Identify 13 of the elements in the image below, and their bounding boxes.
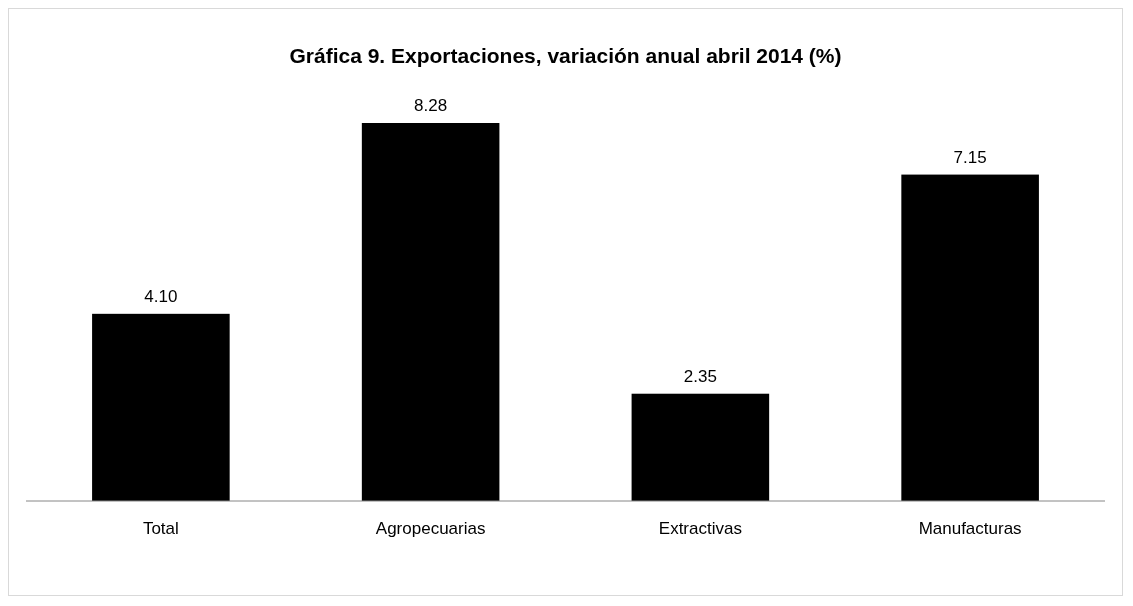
x-tick-label: Total: [142, 519, 179, 538]
chart-title: Gráfica 9. Exportaciones, variación anual abril 2014 (%): [289, 44, 842, 67]
bar: [901, 174, 1039, 501]
x-tick-label: Extractivas: [658, 519, 742, 538]
x-tick-label: Agropecuarias: [375, 519, 486, 538]
data-label: 4.10: [144, 286, 178, 306]
bar: [361, 123, 500, 501]
x-tick-label: Manufacturas: [918, 519, 1022, 538]
data-label: 2.35: [683, 366, 717, 386]
data-label: 7.15: [953, 147, 987, 167]
bar: [631, 393, 770, 501]
data-label: 8.28: [414, 96, 448, 115]
bar: [92, 313, 230, 501]
